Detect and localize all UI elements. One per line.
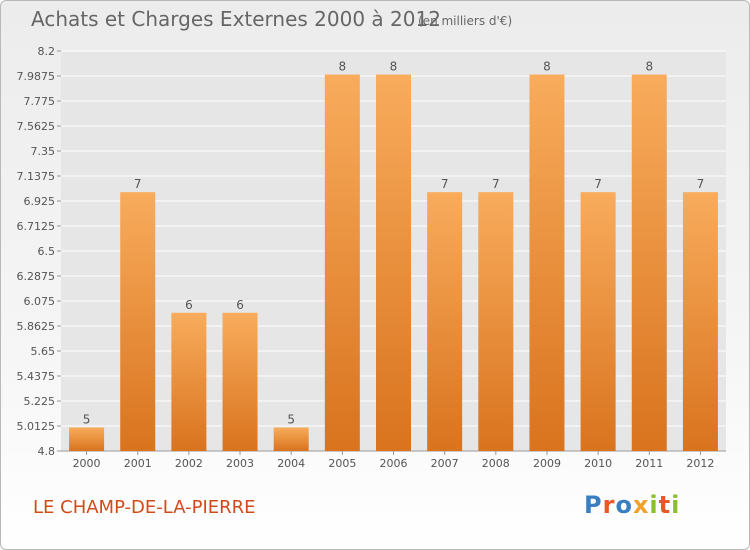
bar-value-label: 5	[287, 412, 295, 426]
bar-value-label: 8	[543, 60, 551, 74]
y-tick-label: 6.2875	[17, 270, 56, 283]
bar-value-label: 7	[697, 177, 705, 191]
bar-value-label: 8	[390, 60, 398, 74]
x-tick-label: 2011	[635, 457, 663, 470]
x-tick-label: 2010	[584, 457, 612, 470]
y-tick-label: 7.35	[31, 145, 56, 158]
y-tick-label: 6.075	[24, 295, 56, 308]
bar-value-label: 5	[83, 412, 91, 426]
bar-2011	[631, 74, 667, 451]
y-tick-label: 7.5625	[17, 120, 56, 133]
bar-2003	[222, 312, 258, 451]
y-tick-label: 7.775	[24, 95, 56, 108]
bar-2005	[324, 74, 360, 451]
bar-value-label: 6	[236, 298, 244, 312]
y-tick-label: 7.9875	[17, 70, 56, 83]
y-tick-label: 8.2	[38, 45, 56, 58]
bar-value-label: 6	[185, 298, 193, 312]
bar-2012	[682, 192, 718, 452]
x-axis-ticks: 2000 2001 2002 2003 2004 2005 2006 2007 2008 2009…	[73, 451, 714, 470]
y-tick-label: 4.8	[38, 445, 56, 458]
chart-unit: (en milliers d'€)	[418, 14, 513, 28]
y-tick-label: 5.65	[31, 345, 56, 358]
chart-title: Achats et Charges Externes 2000 à 2012	[31, 7, 441, 31]
y-tick-label: 7.1375	[17, 170, 56, 183]
y-tick-label: 6.925	[24, 195, 56, 208]
bar-2001	[120, 192, 156, 452]
bar-2007	[427, 192, 463, 452]
logo-letter: t	[658, 491, 672, 519]
bar-value-label: 8	[645, 60, 653, 74]
logo-letter: o	[615, 491, 633, 519]
bar-2009	[529, 74, 565, 451]
x-tick-label: 2007	[431, 457, 459, 470]
bar-2008	[478, 192, 514, 452]
bar-2002	[171, 312, 207, 451]
logo-letter: i	[671, 491, 681, 519]
x-tick-label: 2004	[277, 457, 305, 470]
bar-value-label: 7	[441, 177, 449, 191]
logo-letter: P	[584, 491, 603, 519]
y-tick-label: 5.8625	[17, 320, 56, 333]
bar-value-label: 8	[339, 60, 347, 74]
logo-letter: x	[632, 491, 650, 519]
y-tick-label: 6.7125	[17, 220, 56, 233]
logo-letter: i	[649, 491, 659, 519]
x-tick-label: 2000	[73, 457, 101, 470]
bar-value-label: 7	[492, 177, 500, 191]
y-tick-label: 5.225	[24, 395, 56, 408]
bar-value-label: 7	[134, 177, 142, 191]
commune-name: LE CHAMP-DE-LA-PIERRE	[33, 497, 256, 518]
y-tick-label: 5.4375	[17, 370, 56, 383]
bar-2010	[580, 192, 616, 452]
x-tick-label: 2001	[124, 457, 152, 470]
bar-value-label: 7	[594, 177, 602, 191]
proxiti-logo: Proxiti	[584, 491, 680, 519]
bar-2004	[273, 427, 309, 451]
y-tick-label: 6.5	[38, 245, 56, 258]
x-tick-label: 2009	[533, 457, 561, 470]
bar-2006	[376, 74, 411, 451]
x-tick-label: 2005	[328, 457, 356, 470]
x-tick-label: 2003	[226, 457, 254, 470]
y-tick-label: 5.0125	[17, 420, 56, 433]
x-tick-label: 2006	[380, 457, 408, 470]
bar-2000	[69, 427, 105, 451]
logo-letter: r	[602, 491, 616, 519]
x-tick-label: 2002	[175, 457, 203, 470]
bars	[69, 74, 718, 452]
x-tick-label: 2008	[482, 457, 510, 470]
x-tick-label: 2012	[686, 457, 714, 470]
value-labels: 5 7 6 6 5 8 8 7 7 8 7 8 7	[83, 60, 704, 427]
